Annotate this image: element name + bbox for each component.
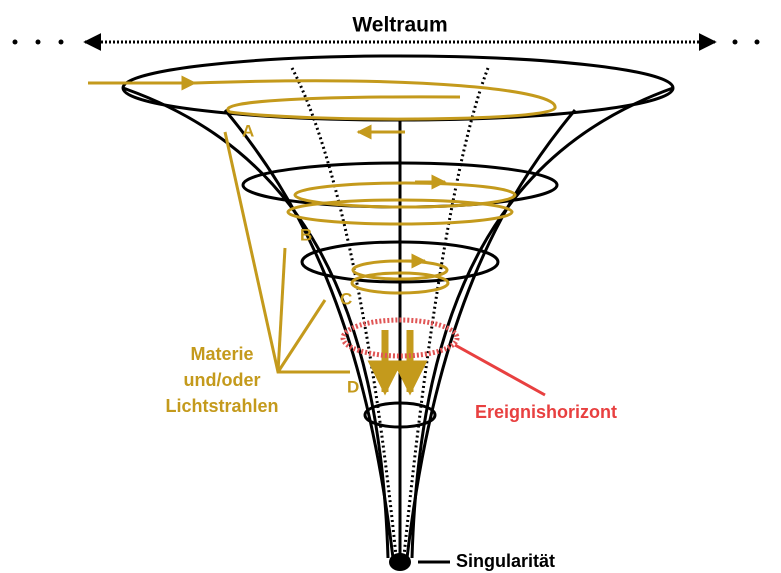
event-horizon-pointer (455, 345, 545, 395)
point-label: C (340, 289, 352, 308)
point-label: A (242, 121, 254, 140)
event-horizon-label: Ereignishorizont (475, 402, 617, 422)
space-arrow (13, 40, 760, 45)
orbits (88, 81, 555, 392)
diagram: Weltraum A B C D Materie un (0, 0, 781, 573)
pointer-lines (225, 132, 350, 372)
matter-label: und/oder (184, 370, 261, 390)
matter-label: Lichtstrahlen (165, 396, 278, 416)
point-label: D (347, 377, 359, 396)
singularity-label: Singularität (456, 551, 555, 571)
matter-label: Materie (190, 344, 253, 364)
point-label: B (300, 225, 312, 244)
space-label: Weltraum (352, 14, 447, 37)
